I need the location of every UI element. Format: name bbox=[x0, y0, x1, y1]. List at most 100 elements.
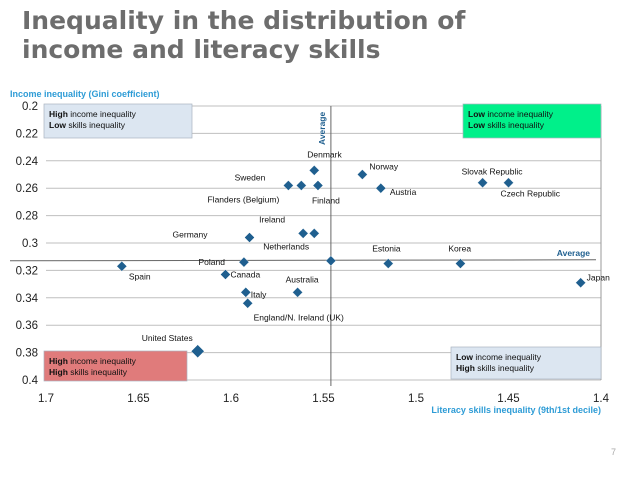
quadrant-high-income-low-skills-line: Low skills inequality bbox=[49, 120, 126, 130]
point-label: United States bbox=[142, 333, 193, 343]
y-tick-label: 0.28 bbox=[16, 211, 38, 223]
data-point bbox=[357, 169, 368, 180]
x-tick-label: 1.7 bbox=[38, 393, 54, 405]
data-point bbox=[312, 180, 324, 191]
data-point bbox=[575, 277, 586, 289]
point-label: Estonia bbox=[372, 244, 401, 254]
data-point bbox=[292, 287, 303, 298]
quadrant-text: income inequality bbox=[473, 352, 542, 362]
x-tick-label: 1.65 bbox=[127, 393, 149, 405]
title-line-2: income and literacy skills bbox=[22, 35, 381, 64]
y-tick-label: 0.2 bbox=[22, 101, 38, 113]
average-point bbox=[325, 255, 337, 267]
x-axis-title: Literacy skills inequality (9th/1st deci… bbox=[431, 405, 601, 415]
title-line-1: Inequality in the distribution of bbox=[22, 6, 466, 35]
average-vertical-label: Average bbox=[317, 111, 327, 145]
data-point bbox=[308, 228, 320, 239]
point-label: England/N. Ireland (UK) bbox=[254, 312, 344, 322]
quadrant-high-income-high-skills-line: High income inequality bbox=[49, 356, 137, 366]
point-label: Germany bbox=[173, 230, 209, 240]
point-label: Italy bbox=[251, 289, 267, 299]
y-tick-label: 0.4 bbox=[22, 375, 39, 387]
quadrant-text: income inequality bbox=[68, 356, 137, 366]
data-point bbox=[242, 297, 253, 309]
quadrant-low-income-high-skills-line: High skills inequality bbox=[456, 363, 535, 373]
data-point bbox=[296, 180, 307, 191]
point-label: Spain bbox=[129, 271, 151, 281]
quadrant-bold-text: Low bbox=[468, 120, 485, 130]
quadrant-high-income-high-skills-box bbox=[43, 350, 188, 382]
data-point bbox=[283, 180, 294, 191]
point-label: Flanders (Belgium) bbox=[207, 194, 279, 204]
point-label: Korea bbox=[448, 244, 471, 254]
quadrant-high-income-low-skills-line: High income inequality bbox=[49, 109, 137, 119]
data-point bbox=[308, 165, 320, 176]
x-tick-label: 1.6 bbox=[223, 393, 239, 405]
quadrant-low-income-low-skills-box bbox=[462, 103, 602, 139]
slide-title: Inequality in the distribution of income… bbox=[22, 6, 465, 64]
quadrant-text: skills inequality bbox=[475, 363, 535, 373]
point-label: Ireland bbox=[259, 214, 285, 224]
quadrant-high-income-low-skills-box bbox=[43, 103, 193, 139]
data-point bbox=[238, 256, 250, 268]
point-label: Netherlands bbox=[263, 241, 309, 251]
data-point bbox=[455, 258, 466, 269]
data-point bbox=[220, 269, 231, 280]
data-point bbox=[244, 232, 255, 243]
quadrant-bold-text: High bbox=[49, 367, 68, 377]
y-tick-label: 0.34 bbox=[16, 293, 39, 305]
y-tick-label: 0.24 bbox=[16, 156, 39, 168]
quadrant-bold-text: High bbox=[49, 109, 68, 119]
y-tick-label: 0.22 bbox=[16, 128, 38, 140]
average-horizontal-label: Average bbox=[557, 248, 591, 258]
y-tick-label: 0.3 bbox=[22, 238, 38, 250]
y-axis-title: Income inequality (Gini coefficient) bbox=[10, 89, 160, 99]
point-label: Denmark bbox=[307, 149, 342, 159]
y-tick-label: 0.38 bbox=[16, 348, 38, 360]
point-label: Norway bbox=[369, 162, 399, 172]
quadrant-text: skills inequality bbox=[68, 367, 128, 377]
average-horizontal-line bbox=[9, 259, 597, 262]
data-point bbox=[190, 344, 205, 359]
x-tick-label: 1.45 bbox=[497, 393, 519, 405]
quadrant-text: skills inequality bbox=[66, 120, 126, 130]
point-label: Sweden bbox=[235, 172, 266, 182]
data-point bbox=[477, 177, 488, 189]
point-label: Japan bbox=[587, 273, 610, 283]
data-point bbox=[297, 228, 309, 239]
quadrant-bold-text: Low bbox=[468, 109, 485, 119]
quadrant-low-income-low-skills-line: Low skills inequality bbox=[468, 120, 545, 130]
data-point bbox=[375, 182, 387, 194]
quadrant-bold-text: High bbox=[456, 363, 475, 373]
point-label: Czech Republic bbox=[501, 189, 561, 199]
data-point bbox=[382, 258, 394, 269]
quadrant-text: income inequality bbox=[68, 109, 137, 119]
quadrant-bold-text: High bbox=[49, 356, 68, 366]
y-tick-label: 0.26 bbox=[16, 183, 38, 195]
data-point bbox=[116, 261, 128, 272]
data-point bbox=[503, 177, 514, 189]
point-label: Canada bbox=[230, 270, 260, 280]
quadrant-text: skills inequality bbox=[485, 120, 545, 130]
point-label: Poland bbox=[198, 257, 225, 267]
data-point bbox=[240, 287, 252, 298]
x-tick-label: 1.4 bbox=[593, 393, 610, 405]
x-tick-label: 1.55 bbox=[312, 393, 334, 405]
point-label: Slovak Republic bbox=[462, 167, 524, 177]
x-tick-label: 1.5 bbox=[408, 393, 424, 405]
page-number: 7 bbox=[610, 447, 616, 457]
point-label: Austria bbox=[390, 187, 417, 197]
quadrant-text: income inequality bbox=[485, 109, 554, 119]
quadrant-high-income-high-skills-line: High skills inequality bbox=[49, 367, 128, 377]
quadrant-low-income-high-skills-line: Low income inequality bbox=[456, 352, 542, 362]
quadrant-low-income-high-skills-box bbox=[450, 346, 602, 380]
y-tick-label: 0.32 bbox=[16, 265, 38, 277]
quadrant-bold-text: Low bbox=[456, 352, 473, 362]
y-tick-label: 0.36 bbox=[16, 320, 38, 332]
quadrant-low-income-low-skills-line: Low income inequality bbox=[468, 109, 554, 119]
quadrant-bold-text: Low bbox=[49, 120, 66, 130]
point-label: Finland bbox=[312, 195, 340, 205]
point-label: Australia bbox=[286, 274, 319, 284]
